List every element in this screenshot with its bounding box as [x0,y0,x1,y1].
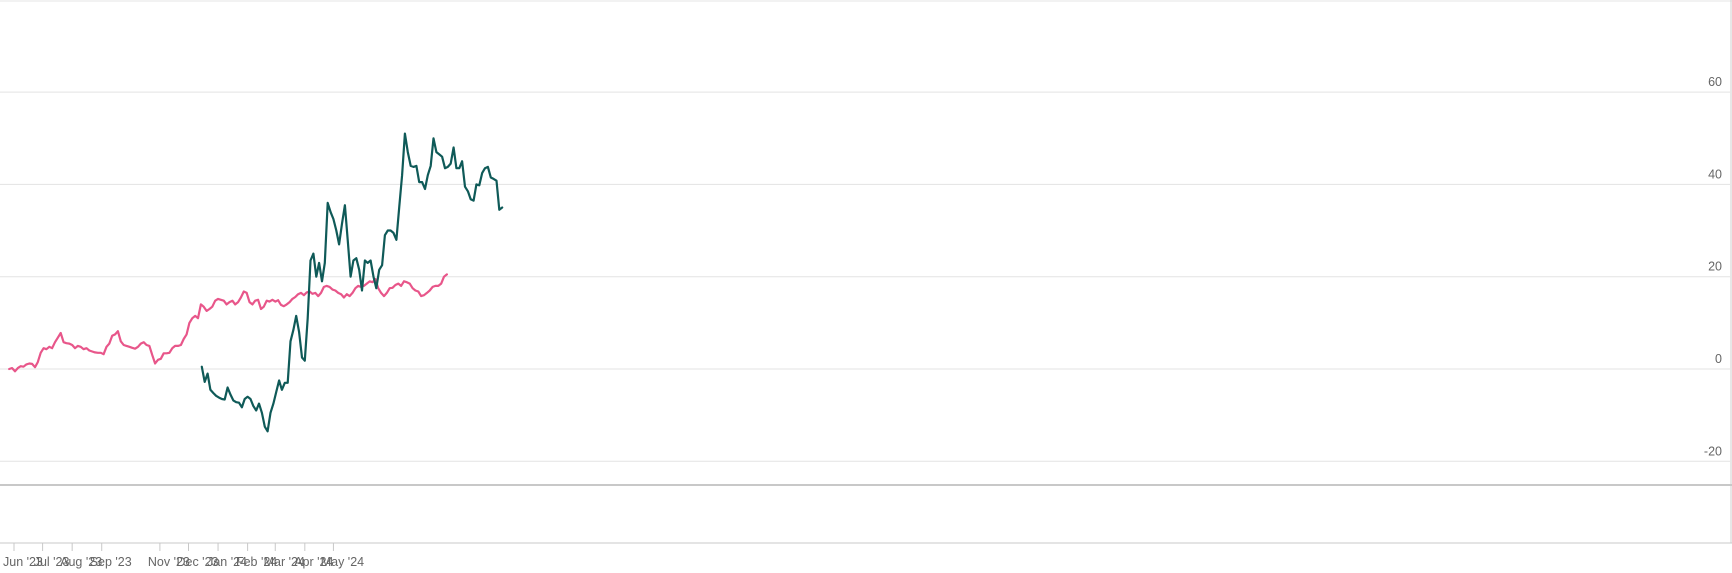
y-tick-label: 60 [1708,75,1722,89]
y-tick-label: 0 [1715,352,1722,366]
x-tick-label: Aug '23 [60,555,102,569]
x-tick-label: Jun '23 [3,555,43,569]
x-tick-label: Nov '23 [148,555,190,569]
series-group [8,132,504,433]
x-tick-label: Apr '24 [294,555,333,569]
x-tick-label: Sep '23 [90,555,132,569]
x-tick-label: Feb '24 [236,555,277,569]
x-tick-label: Jan '24 [207,555,247,569]
y-tick-label: 20 [1708,260,1722,274]
x-tick-label: May '24 [321,555,364,569]
series-line-1 [8,273,448,373]
x-tick-label: Mar '24 [264,555,305,569]
y-tick-label: 40 [1708,167,1722,181]
y-tick-label: -20 [1704,444,1722,458]
series-line-2 [200,132,504,433]
x-tick-label: Jul '23 [34,555,70,569]
y-axis-labels: -20 0 20 40 60 [1704,75,1722,458]
x-tick-label: Dec '23 [176,555,218,569]
